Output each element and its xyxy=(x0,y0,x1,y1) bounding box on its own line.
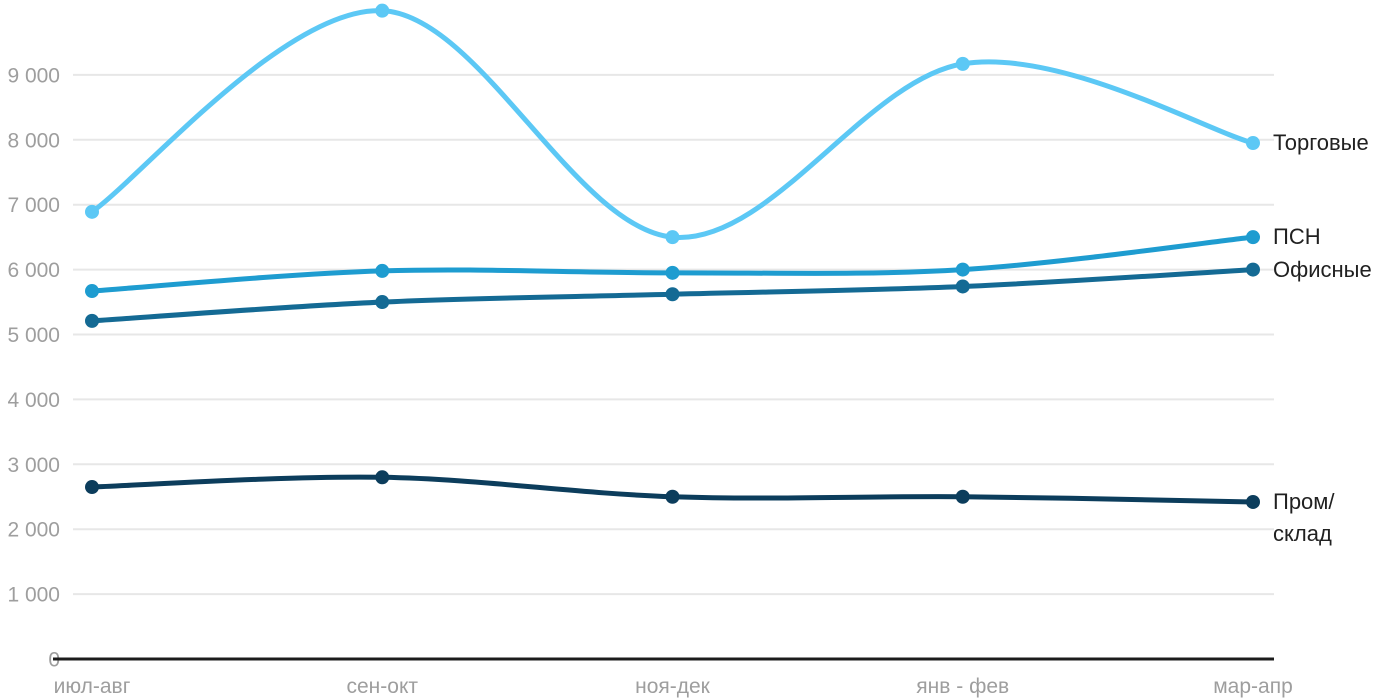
data-point xyxy=(955,489,970,504)
y-tick-label: 9 000 xyxy=(7,64,60,87)
data-point xyxy=(665,489,680,504)
series-label-torgovye: Торговые xyxy=(1273,130,1369,156)
y-tick-label: 5 000 xyxy=(7,324,60,347)
y-tick-label: 4 000 xyxy=(7,389,60,412)
x-tick-label: сен-окт xyxy=(347,675,419,698)
data-point xyxy=(375,263,390,278)
data-point xyxy=(665,230,680,245)
y-tick-label: 3 000 xyxy=(7,454,60,477)
data-point xyxy=(85,284,99,299)
y-tick-label: 7 000 xyxy=(7,194,60,217)
data-point xyxy=(665,287,680,302)
x-tick-label: янв - фев xyxy=(916,675,1009,698)
x-tick-label: мар-апр xyxy=(1213,675,1293,698)
y-tick-label: 2 000 xyxy=(7,519,60,542)
data-point xyxy=(85,204,99,219)
series-line-0 xyxy=(89,8,1256,240)
y-tick-label: 6 000 xyxy=(7,259,60,282)
data-point xyxy=(85,313,99,328)
series-label-prom-sklad: Пром/склад xyxy=(1273,488,1335,546)
data-point xyxy=(375,470,390,485)
series-label-ofisnye: Офисные xyxy=(1273,256,1372,282)
data-point xyxy=(375,3,390,18)
x-tick-label: июл-авг xyxy=(54,675,131,698)
y-tick-label: 8 000 xyxy=(7,129,60,152)
data-point xyxy=(1246,230,1260,245)
data-point xyxy=(955,279,970,294)
data-point xyxy=(955,262,970,277)
x-tick-label: ноя-дек xyxy=(635,675,711,698)
data-point xyxy=(1246,262,1260,277)
y-tick-label: 1 000 xyxy=(7,584,60,607)
data-point xyxy=(665,265,680,280)
data-point xyxy=(85,480,99,495)
data-point xyxy=(1246,136,1260,151)
data-point xyxy=(375,295,390,310)
series-label-psn: ПСН xyxy=(1273,224,1321,250)
data-point xyxy=(955,56,970,71)
series-line-1 xyxy=(89,234,1256,294)
data-point xyxy=(1246,494,1260,509)
